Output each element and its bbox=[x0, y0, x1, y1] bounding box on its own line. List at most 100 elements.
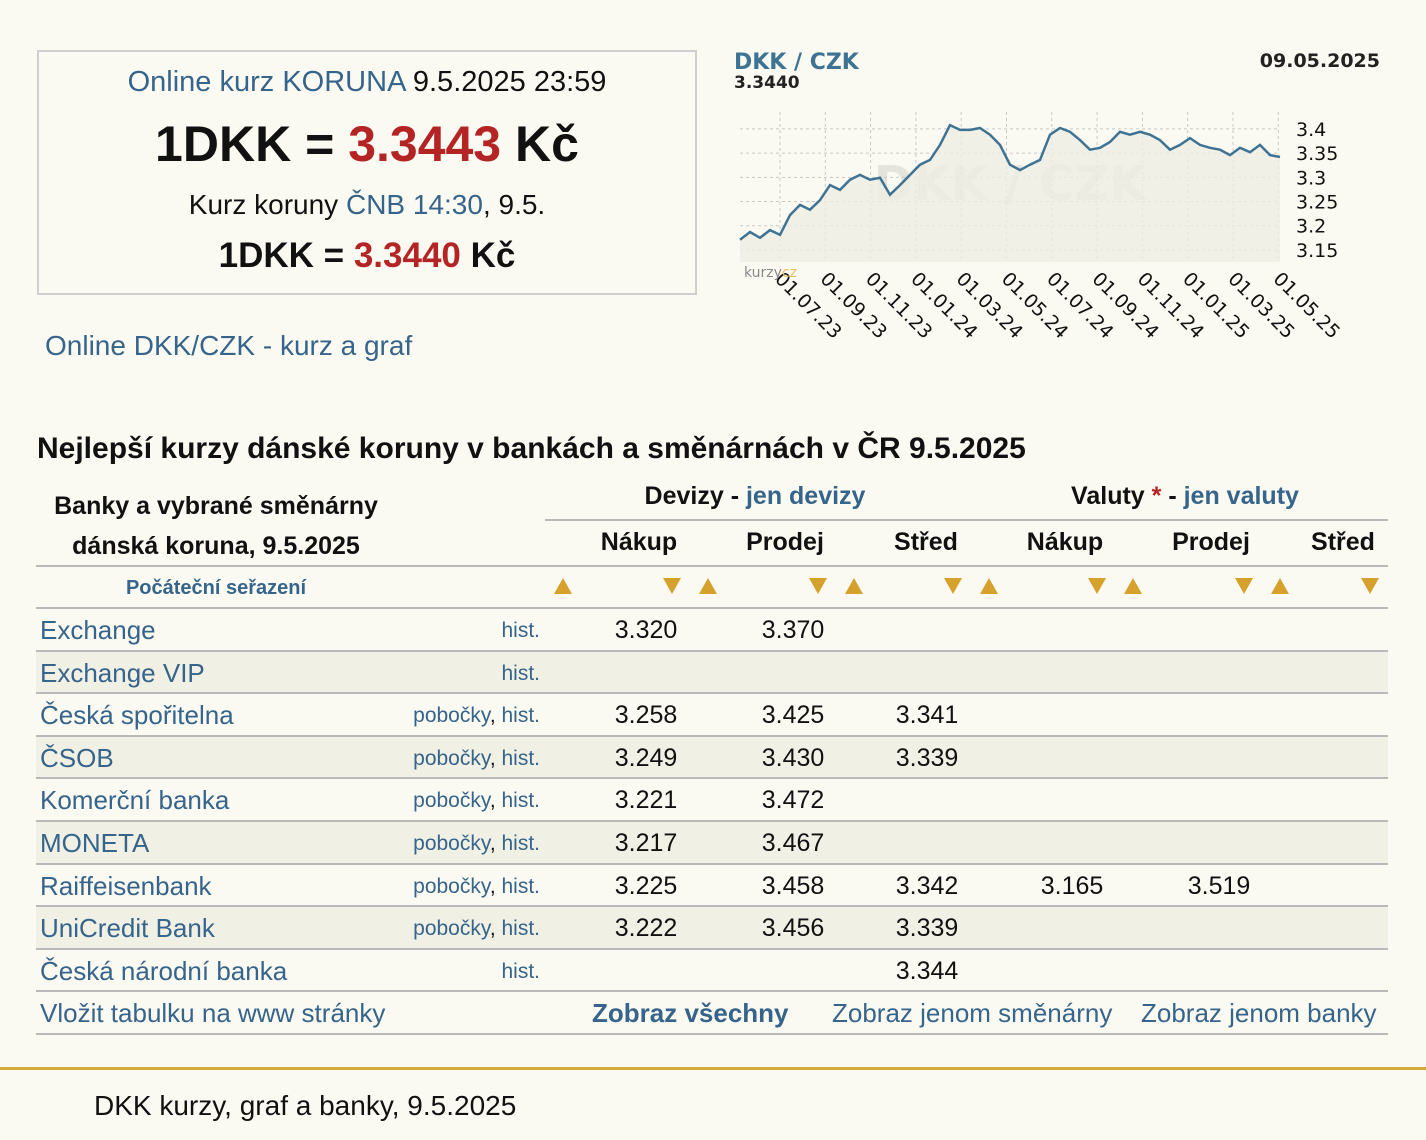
bank-name[interactable]: Česká spořitelna bbox=[40, 700, 234, 731]
sort-arrow[interactable] bbox=[554, 578, 572, 594]
unit: Kč bbox=[515, 116, 579, 172]
bank-links: pobočky, hist. bbox=[413, 747, 540, 771]
rule bbox=[36, 777, 1388, 780]
corner-1: Banky a vybrané směnárny bbox=[54, 492, 378, 520]
rule bbox=[36, 1033, 1388, 1035]
sort-arrow[interactable] bbox=[1235, 578, 1253, 594]
rate-cell: 3.341 bbox=[895, 701, 959, 730]
group-devizy: Devizy - jen devizy bbox=[545, 482, 965, 511]
rate-cell: 3.249 bbox=[614, 743, 678, 772]
rule bbox=[36, 905, 1388, 908]
sort-reset[interactable]: Počáteční seřazení bbox=[125, 577, 307, 599]
sort-arrow[interactable] bbox=[845, 578, 863, 594]
rate-cell: 3.165 bbox=[1040, 871, 1104, 900]
sort-arrow[interactable] bbox=[1088, 578, 1106, 594]
date: 09.05.2025 bbox=[1260, 50, 1380, 72]
separator: , bbox=[489, 874, 502, 898]
rule bbox=[545, 519, 1388, 521]
bank-link[interactable]: pobočky bbox=[413, 832, 490, 855]
bank-links: pobočky, hist. bbox=[413, 875, 540, 899]
sort-arrow[interactable] bbox=[944, 578, 962, 594]
bank-name[interactable]: Raiffeisenbank bbox=[40, 870, 212, 901]
online-rate-line: 1DKK = 3.3443 Kč bbox=[37, 115, 697, 173]
corner-2: dánská koruna, 9.5.2025 bbox=[72, 532, 360, 560]
last: 3.3440 bbox=[734, 73, 800, 93]
cnb-rate: 3.3440 bbox=[353, 236, 461, 275]
bank-name[interactable]: Komerční banka bbox=[40, 785, 230, 816]
sort-arrow[interactable] bbox=[1271, 578, 1289, 594]
group-valuty: Valuty * - jen valuty bbox=[975, 482, 1395, 511]
bank-link[interactable]: hist. bbox=[501, 874, 540, 898]
lhs: 1DKK = bbox=[155, 116, 335, 172]
online-line: Online kurz KORUNA 9.5.2025 23:59 bbox=[37, 66, 697, 99]
rate-cell: 3.467 bbox=[761, 829, 825, 857]
bank-name[interactable]: UniCredit Bank bbox=[40, 913, 215, 944]
cnb-rate-line: 1DKK = 3.3440 Kč bbox=[37, 236, 697, 276]
embed-link[interactable]: Vložit tabulku na www stránky bbox=[40, 998, 386, 1029]
bank-link[interactable]: hist. bbox=[501, 959, 540, 983]
bank-link[interactable]: hist. bbox=[501, 661, 540, 685]
group-link[interactable]: jen valuty bbox=[1183, 482, 1299, 510]
rate-cell: 3.217 bbox=[614, 829, 678, 857]
bank-name[interactable]: Exchange VIP bbox=[40, 657, 205, 688]
column-header: Nákup bbox=[1026, 528, 1104, 556]
bank-link[interactable]: hist. bbox=[501, 917, 540, 941]
rate-cell: 3.425 bbox=[761, 701, 825, 730]
show-banks[interactable]: Zobraz jenom banky bbox=[1141, 998, 1377, 1029]
bank-link[interactable]: pobočky bbox=[413, 874, 490, 898]
bank-link[interactable]: pobočky bbox=[413, 917, 490, 941]
sort-arrow[interactable] bbox=[980, 578, 998, 594]
separator: , bbox=[489, 789, 502, 813]
cnb-link[interactable]: ČNB 14:30 bbox=[345, 189, 483, 220]
bank-link[interactable]: hist. bbox=[501, 746, 540, 770]
show-all[interactable]: Zobraz všechny bbox=[592, 998, 789, 1029]
row-bg bbox=[36, 907, 1388, 948]
sort-arrow[interactable] bbox=[809, 578, 827, 594]
rate-cell: 3.339 bbox=[895, 743, 959, 772]
sort-arrow[interactable] bbox=[1361, 578, 1379, 594]
bank-name[interactable]: MONETA bbox=[40, 828, 150, 858]
sort-arrow[interactable] bbox=[663, 578, 681, 594]
separator: , bbox=[489, 746, 502, 770]
bank-name[interactable]: ČSOB bbox=[40, 742, 114, 773]
bank-link[interactable]: hist. bbox=[501, 704, 540, 728]
group: Devizy bbox=[644, 482, 724, 510]
rule bbox=[36, 692, 1388, 695]
sort-arrow[interactable] bbox=[1124, 578, 1142, 594]
bank-name[interactable]: Česká národní banka bbox=[40, 955, 288, 986]
logo: kurzycz bbox=[744, 265, 797, 281]
bank-link[interactable]: pobočky bbox=[413, 746, 490, 770]
pair: DKK / CZK bbox=[734, 50, 860, 75]
rate-cell: 3.472 bbox=[761, 786, 825, 815]
show-exchanges[interactable]: Zobraz jenom směnárny bbox=[832, 998, 1113, 1029]
online-rate: 3.3443 bbox=[348, 116, 502, 172]
group-link[interactable]: jen devizy bbox=[745, 482, 866, 510]
bank-link[interactable]: hist. bbox=[501, 789, 540, 813]
star: * bbox=[1151, 482, 1162, 510]
page-footer: DKK kurzy, graf a banky, 9.5.2025 bbox=[94, 1090, 517, 1121]
bank-link[interactable]: pobočky bbox=[413, 704, 490, 728]
bank-links: hist. bbox=[501, 619, 540, 643]
bank-link[interactable]: hist. bbox=[501, 832, 540, 855]
column-header: Střed bbox=[894, 528, 958, 556]
sep: - bbox=[1161, 482, 1184, 510]
row-bg bbox=[36, 651, 1388, 693]
separator: , bbox=[489, 832, 502, 855]
rate-cell: 3.258 bbox=[614, 701, 678, 730]
y-tick-label: 3.2 bbox=[1296, 216, 1326, 238]
column-header: Nákup bbox=[600, 528, 678, 556]
y-tick-label: 3.4 bbox=[1296, 119, 1326, 141]
graph-link[interactable]: Online DKK/CZK - kurz a graf bbox=[45, 330, 413, 361]
bottom-rule bbox=[0, 1067, 1426, 1070]
bank-name[interactable]: Exchange bbox=[40, 615, 156, 645]
y-tick-label: 3.25 bbox=[1296, 192, 1338, 214]
online-link[interactable]: Online kurz KORUNA bbox=[127, 66, 405, 98]
separator: , bbox=[489, 917, 502, 941]
y-tick-label: 3.15 bbox=[1296, 240, 1338, 262]
row-bg bbox=[36, 822, 1388, 863]
bank-link[interactable]: pobočky bbox=[413, 789, 490, 813]
rate-cell: 3.225 bbox=[614, 871, 678, 900]
bank-link[interactable]: hist. bbox=[501, 619, 540, 642]
rule bbox=[36, 734, 1388, 737]
sort-arrow[interactable] bbox=[699, 578, 717, 594]
